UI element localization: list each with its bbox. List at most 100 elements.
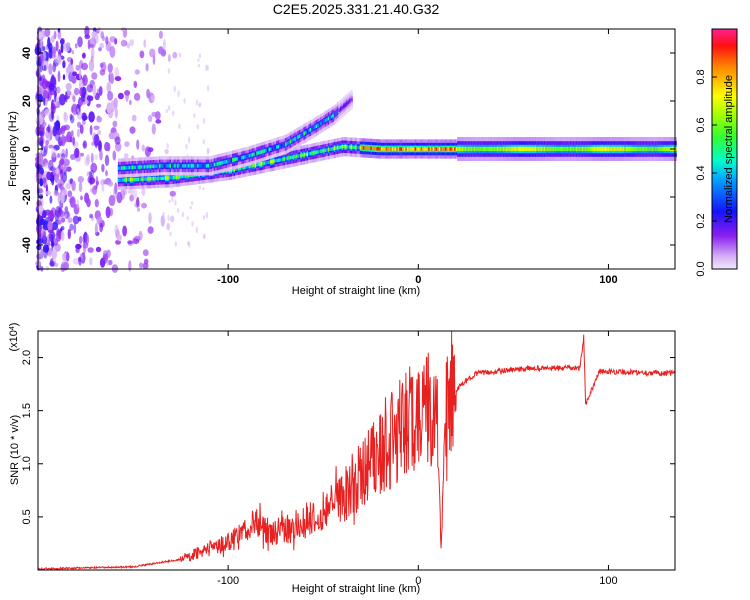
heatmap-cell (495, 146, 498, 152)
heatmap-y-ticks: -40 -20 0 20 40 (21, 47, 675, 253)
heatmap-cell (172, 175, 175, 180)
heatmap-cell (248, 164, 251, 169)
heatmap-noise-cell (104, 141, 110, 152)
heatmap-cell (151, 177, 154, 181)
heatmap-cell (510, 146, 513, 152)
heatmap-noise-cell (109, 73, 115, 85)
colorbar-ticks: 0.0 0.2 0.4 0.6 0.8 (695, 69, 717, 277)
heatmap-cell (365, 146, 368, 150)
heatmap-cell (650, 146, 653, 152)
heatmap-cell (125, 178, 128, 182)
heatmap-y-label: Frequency (Hz) (7, 111, 19, 187)
heatmap-cell (315, 124, 318, 128)
heatmap-cell (308, 129, 311, 133)
heatmap-cell (283, 143, 286, 147)
heatmap-cell (619, 146, 623, 152)
heatmap-cell (391, 147, 394, 151)
heatmap-cell (152, 164, 156, 169)
heatmap-noise-cell (89, 213, 93, 219)
heatmap-noise-cell (185, 143, 188, 150)
heatmap-cell (216, 162, 219, 166)
heatmap-noise-cell (47, 221, 53, 231)
heatmap-cell (647, 146, 650, 152)
heatmap-noise-cell (195, 99, 199, 106)
heatmap-noise-cell (94, 154, 98, 161)
heatmap-cell (467, 146, 470, 152)
heatmap-cell (155, 164, 159, 168)
heatmap-y-tick-label: 40 (21, 47, 33, 59)
heatmap-cell (378, 147, 381, 151)
heatmap-cell (594, 146, 597, 152)
heatmap-noise-cell (102, 35, 105, 42)
heatmap-noise-cell (168, 54, 171, 63)
heatmap-cell (434, 147, 437, 151)
heatmap-noise-cell (167, 68, 171, 74)
heatmap-cell (309, 128, 312, 132)
heatmap-cell (298, 154, 302, 158)
colorbar-tick-label: 0.4 (695, 165, 707, 180)
heatmap-cell (340, 145, 343, 149)
heatmap-cell (321, 120, 324, 125)
heatmap-noise-cell (61, 186, 65, 191)
heatmap-noise-cell (62, 60, 66, 69)
heatmap-noise-cell (171, 196, 174, 203)
heatmap-cell (562, 146, 565, 152)
heatmap-noise-cell (72, 215, 80, 225)
heatmap-noise-cell (172, 110, 175, 116)
heatmap-noise-cell (82, 233, 86, 244)
heatmap-cell (320, 149, 323, 153)
heatmap-cell (286, 156, 289, 161)
heatmap-cell (587, 146, 591, 152)
heatmap-noise-cell (69, 113, 73, 121)
heatmap-cell (575, 146, 578, 152)
heatmap-cell (487, 146, 490, 152)
heatmap-cell (411, 147, 414, 151)
heatmap-cell (215, 162, 218, 166)
heatmap-noise-cell (38, 153, 44, 165)
heatmap-cell (522, 146, 525, 152)
heatmap-noise-cell (59, 93, 66, 106)
heatmap-cell (262, 149, 265, 154)
heatmap-noise-cell (38, 31, 43, 39)
heatmap-cell (463, 146, 466, 152)
heatmap-noise-cell (71, 50, 75, 55)
heatmap-cell (343, 104, 346, 109)
heatmap-cell (235, 157, 238, 161)
snr-area (38, 331, 675, 570)
heatmap-noise-cell (178, 52, 182, 58)
heatmap-noise-cell (55, 130, 61, 142)
heatmap-noise-cell (99, 149, 103, 161)
heatmap-noise-cell (114, 182, 118, 195)
heatmap-cell (341, 145, 344, 149)
heatmap-noise-cell (65, 148, 68, 159)
heatmap-cell (145, 177, 148, 181)
heatmap-cell (651, 146, 654, 152)
heatmap-cell (186, 164, 189, 168)
heatmap-cell (580, 146, 583, 152)
heatmap-cell (289, 155, 292, 160)
heatmap-cell (189, 173, 192, 178)
heatmap-cell (327, 147, 330, 152)
heatmap-cell (241, 156, 244, 160)
heatmap-cell (222, 160, 225, 165)
heatmap-cell (335, 111, 338, 115)
heatmap-noise-cell (97, 130, 102, 135)
heatmap-cell (263, 161, 267, 165)
heatmap-noise-cell (168, 200, 171, 203)
heatmap-cell (514, 146, 518, 152)
heatmap-noise-cell (94, 199, 99, 208)
heatmap-cell (630, 146, 633, 152)
heatmap-cell (664, 146, 667, 152)
heatmap-noise-cell (42, 210, 47, 219)
heatmap-y-tick-label: 20 (21, 95, 33, 107)
heatmap-noise-cell (129, 126, 136, 134)
heatmap-cell (572, 146, 575, 152)
heatmap-cell (168, 176, 171, 180)
heatmap-noise-cell (147, 226, 154, 234)
heatmap-noise-cell (82, 140, 88, 149)
heatmap-noise-cell (141, 202, 147, 209)
heatmap-noise-cell (197, 58, 200, 62)
heatmap-noise-cell (44, 144, 48, 152)
heatmap-cell (565, 146, 568, 152)
heatmap-cell (589, 146, 592, 152)
